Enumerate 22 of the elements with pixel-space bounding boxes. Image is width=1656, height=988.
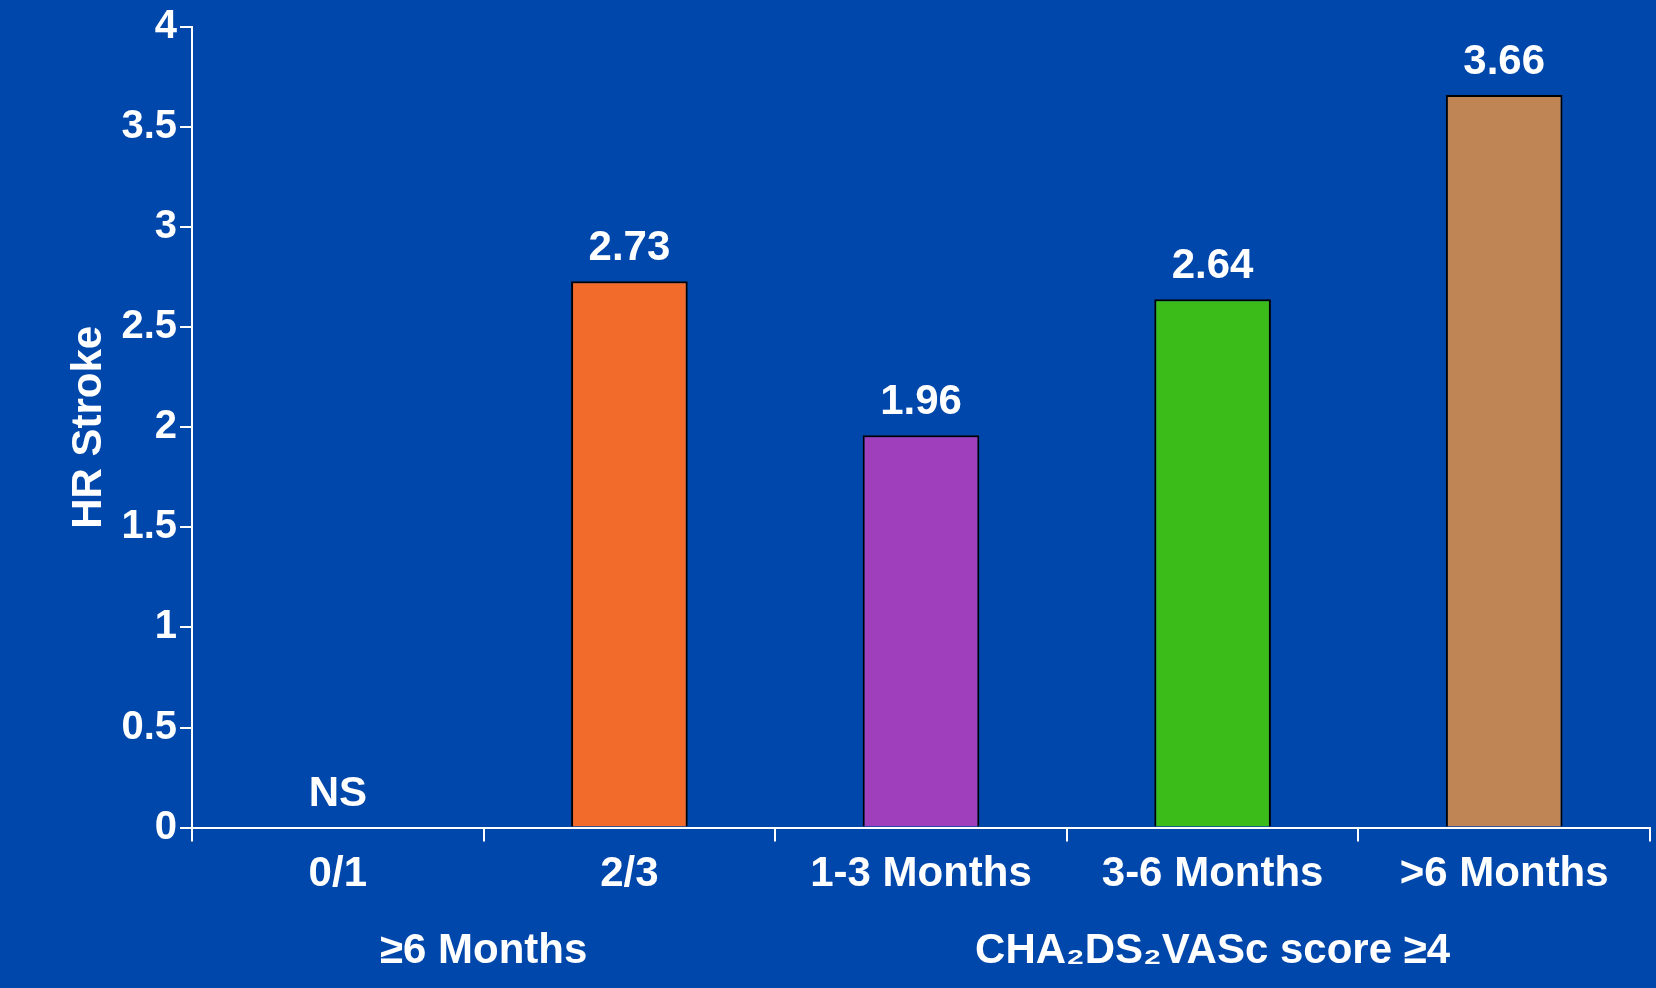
text: ≥6 Months xyxy=(379,924,588,972)
data-label: 1.96 xyxy=(880,375,962,423)
y-tick-label: 3.5 xyxy=(121,102,178,147)
x-tick-label: 3-6 Months xyxy=(1101,848,1324,896)
text: CHA₂DS₂VASc score ≥4 xyxy=(975,924,1451,972)
y-tick-label: 3 xyxy=(154,202,178,247)
data-label: 2.64 xyxy=(1171,239,1255,287)
y-axis-title: HR Stroke xyxy=(62,325,110,529)
y-tick-label: 2 xyxy=(154,402,178,447)
y-tick-label: 0 xyxy=(154,802,178,847)
x-tick-label: 2/3 xyxy=(600,848,659,896)
y-tick-label: 4 xyxy=(154,2,178,47)
x-tick-label: 0/1 xyxy=(308,848,367,896)
x-tick-label: >6 Months xyxy=(1399,848,1609,896)
y-tick-label: 1 xyxy=(154,602,178,647)
y-tick-label: 0.5 xyxy=(121,702,178,747)
y-tick-label: 1.5 xyxy=(121,502,178,547)
data-label: 3.66 xyxy=(1463,35,1546,83)
y-tick-label: 2.5 xyxy=(121,302,178,347)
data-label: 2.73 xyxy=(588,221,671,269)
text: NS xyxy=(308,768,367,816)
x-tick-label: 1-3 Months xyxy=(810,848,1032,896)
